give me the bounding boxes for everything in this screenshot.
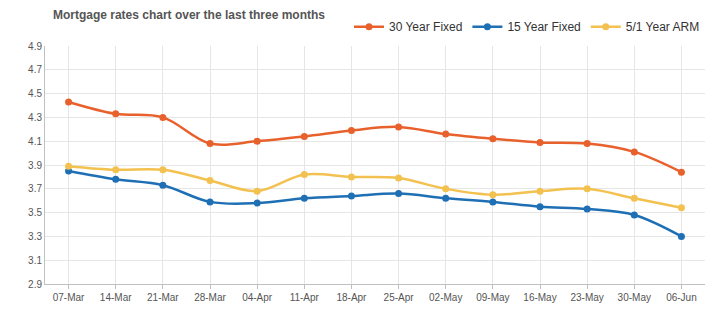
svg-text:3.1: 3.1 (28, 255, 42, 266)
svg-text:2.9: 2.9 (28, 279, 42, 290)
svg-text:5/1 Year ARM: 5/1 Year ARM (626, 20, 699, 34)
svg-text:3.5: 3.5 (28, 207, 42, 218)
svg-text:25-Apr: 25-Apr (384, 292, 415, 303)
svg-text:15 Year Fixed: 15 Year Fixed (507, 20, 580, 34)
svg-text:16-May: 16-May (523, 292, 556, 303)
svg-text:3.3: 3.3 (28, 231, 42, 242)
svg-text:23-May: 23-May (570, 292, 603, 303)
svg-text:11-Apr: 11-Apr (290, 292, 320, 303)
svg-text:28-Mar: 28-Mar (194, 292, 226, 303)
svg-text:30-May: 30-May (618, 292, 651, 303)
svg-text:06-Jun: 06-Jun (666, 292, 697, 303)
svg-text:4.9: 4.9 (28, 41, 42, 52)
svg-text:04-Apr: 04-Apr (242, 292, 273, 303)
svg-text:4.5: 4.5 (28, 88, 42, 99)
svg-text:3.9: 3.9 (28, 160, 42, 171)
svg-text:14-Mar: 14-Mar (100, 292, 132, 303)
svg-text:09-May: 09-May (476, 292, 509, 303)
svg-text:Mortgage rates chart over the: Mortgage rates chart over the last three… (53, 8, 325, 22)
svg-text:4.1: 4.1 (28, 136, 42, 147)
svg-text:02-May: 02-May (429, 292, 462, 303)
svg-text:4.7: 4.7 (28, 64, 42, 75)
svg-text:3.7: 3.7 (28, 183, 42, 194)
svg-text:4.3: 4.3 (28, 112, 42, 123)
svg-text:30 Year Fixed: 30 Year Fixed (389, 20, 462, 34)
svg-text:18-Apr: 18-Apr (336, 292, 367, 303)
svg-text:07-Mar: 07-Mar (53, 292, 85, 303)
svg-text:21-Mar: 21-Mar (147, 292, 179, 303)
